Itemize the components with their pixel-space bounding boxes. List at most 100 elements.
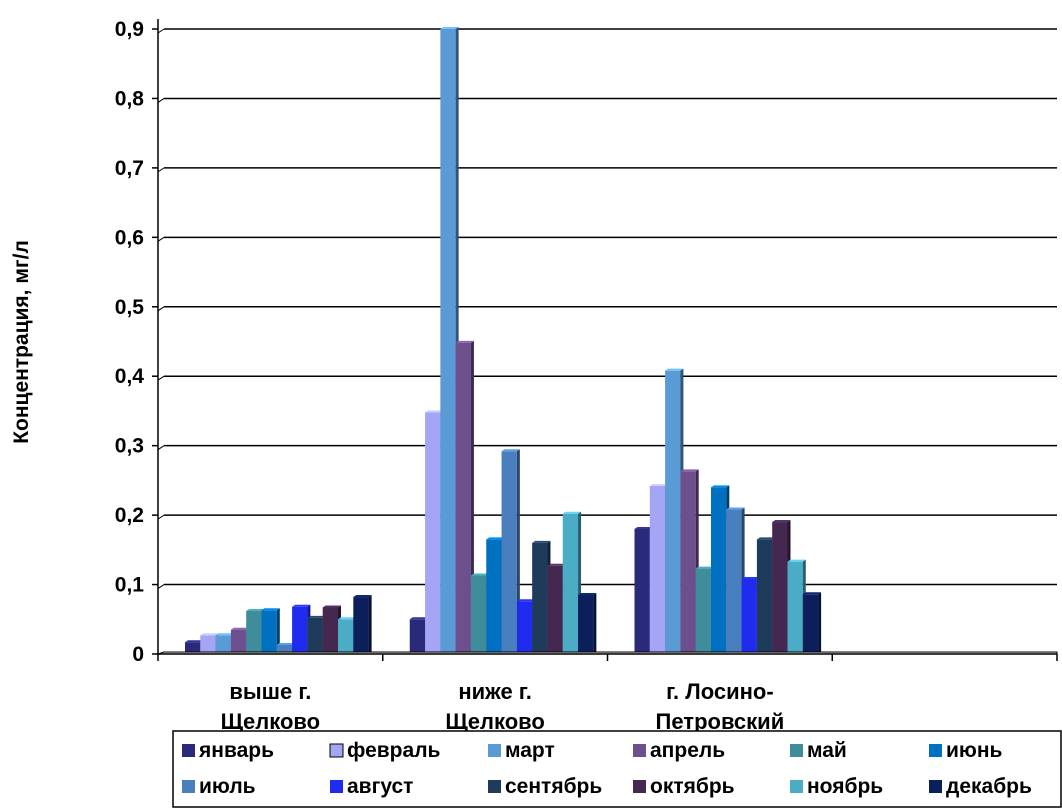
bar-front bbox=[353, 597, 369, 654]
bar-top bbox=[276, 642, 296, 645]
bar-top bbox=[772, 520, 791, 523]
y-tick-label: 0,4 bbox=[115, 365, 145, 388]
bar-front bbox=[425, 412, 441, 654]
gridline-connector bbox=[157, 514, 165, 520]
bar-top bbox=[246, 608, 265, 611]
bar-top bbox=[353, 595, 372, 598]
bar-front bbox=[322, 607, 338, 654]
bar-front bbox=[246, 610, 262, 654]
bar-front bbox=[649, 485, 666, 654]
bar-top bbox=[516, 599, 536, 602]
y-tick-label: 0,8 bbox=[115, 87, 145, 110]
bar-front bbox=[787, 561, 803, 654]
y-axis-title: Концентрация, мг/л bbox=[10, 240, 33, 444]
bar-front bbox=[338, 619, 354, 654]
bar-top bbox=[665, 368, 684, 371]
bar-front bbox=[185, 642, 201, 654]
legend-swatch bbox=[790, 744, 803, 757]
legend-swatch bbox=[929, 744, 942, 757]
bar-front bbox=[665, 370, 681, 654]
bar-front bbox=[562, 513, 579, 654]
bar-top bbox=[486, 537, 505, 540]
bar-top bbox=[470, 573, 490, 576]
y-axis-ticks: 0 0,1 0,2 0,3 0,4 0,5 0,6 0,7 0,8 0,9 bbox=[115, 18, 158, 666]
legend-swatch bbox=[790, 780, 803, 793]
legend-swatch bbox=[488, 780, 501, 793]
bar-top bbox=[185, 640, 204, 643]
bar-front bbox=[680, 471, 696, 654]
legend-label: апрель bbox=[650, 739, 725, 762]
bar bbox=[802, 592, 822, 654]
bar-top bbox=[440, 27, 459, 29]
legend-swatch bbox=[182, 780, 195, 793]
bar-front bbox=[711, 487, 727, 654]
bar-front bbox=[200, 635, 216, 654]
gridline-connector bbox=[157, 375, 165, 381]
bar-top bbox=[425, 410, 444, 413]
y-tick-label: 0,6 bbox=[115, 226, 144, 249]
bar-top bbox=[532, 540, 551, 543]
bars bbox=[185, 27, 822, 654]
bar-side bbox=[368, 595, 372, 654]
bar-top bbox=[307, 615, 326, 618]
bar-top bbox=[261, 608, 280, 611]
gridline-connector bbox=[157, 445, 165, 451]
bar-top bbox=[787, 559, 806, 562]
bar-front bbox=[276, 644, 293, 654]
bar-top bbox=[695, 566, 714, 569]
bar-front bbox=[634, 529, 650, 654]
bar-top bbox=[215, 633, 234, 636]
legend-label: июль bbox=[199, 775, 256, 798]
legend-label: март bbox=[505, 739, 555, 762]
bar-side bbox=[276, 608, 280, 654]
bar-top bbox=[741, 577, 760, 579]
bar-top bbox=[455, 340, 474, 343]
bar-front bbox=[756, 539, 773, 654]
legend-swatch bbox=[329, 743, 344, 758]
bar-top bbox=[756, 537, 776, 540]
bar-top bbox=[726, 507, 745, 510]
gridline-connector bbox=[157, 236, 165, 242]
legend-swatch bbox=[633, 744, 646, 757]
y-tick-label: 0 bbox=[132, 643, 144, 666]
bar bbox=[578, 592, 597, 654]
category-label: выше г. bbox=[229, 679, 311, 704]
legend-label: июнь bbox=[946, 739, 1003, 762]
bar-front bbox=[532, 542, 548, 654]
bar-top bbox=[711, 485, 730, 488]
category-label: Щелково bbox=[221, 709, 320, 734]
bar-front bbox=[307, 617, 323, 654]
bar-side bbox=[818, 592, 822, 654]
bar-front bbox=[501, 451, 517, 654]
bar-side bbox=[593, 592, 597, 654]
bar-top bbox=[649, 483, 669, 486]
gridline-connector bbox=[157, 28, 165, 34]
legend-label: декабрь bbox=[946, 775, 1032, 798]
bar-top bbox=[634, 527, 653, 529]
legend-label: январь bbox=[198, 739, 274, 762]
bar-front bbox=[802, 594, 819, 654]
bar-front bbox=[695, 568, 711, 654]
y-tick-label: 0,7 bbox=[115, 157, 144, 180]
legend: январь февраль март апрель май июнь июль август… bbox=[172, 730, 1062, 808]
bar-top bbox=[409, 617, 429, 620]
bar-top bbox=[322, 605, 341, 608]
category-label: г. Лосино- bbox=[666, 679, 774, 704]
legend-label: февраль bbox=[347, 739, 441, 762]
bar-top bbox=[338, 617, 357, 620]
bar bbox=[680, 469, 699, 654]
y-tick-label: 0,5 bbox=[115, 296, 145, 319]
bar-front bbox=[409, 619, 426, 654]
legend-swatch bbox=[488, 744, 501, 757]
bar-front bbox=[741, 579, 757, 654]
bar-top bbox=[680, 469, 699, 472]
grid-lines bbox=[157, 28, 1057, 589]
bar-front bbox=[578, 594, 594, 654]
bar-front bbox=[470, 575, 487, 654]
bar bbox=[353, 595, 372, 654]
gridline-connector bbox=[157, 584, 165, 589]
legend-label: май bbox=[807, 739, 847, 762]
bar-front bbox=[261, 610, 277, 654]
category-labels: выше г. Щелково ниже г. Щелково г. Лосино- Пе… bbox=[221, 679, 785, 734]
